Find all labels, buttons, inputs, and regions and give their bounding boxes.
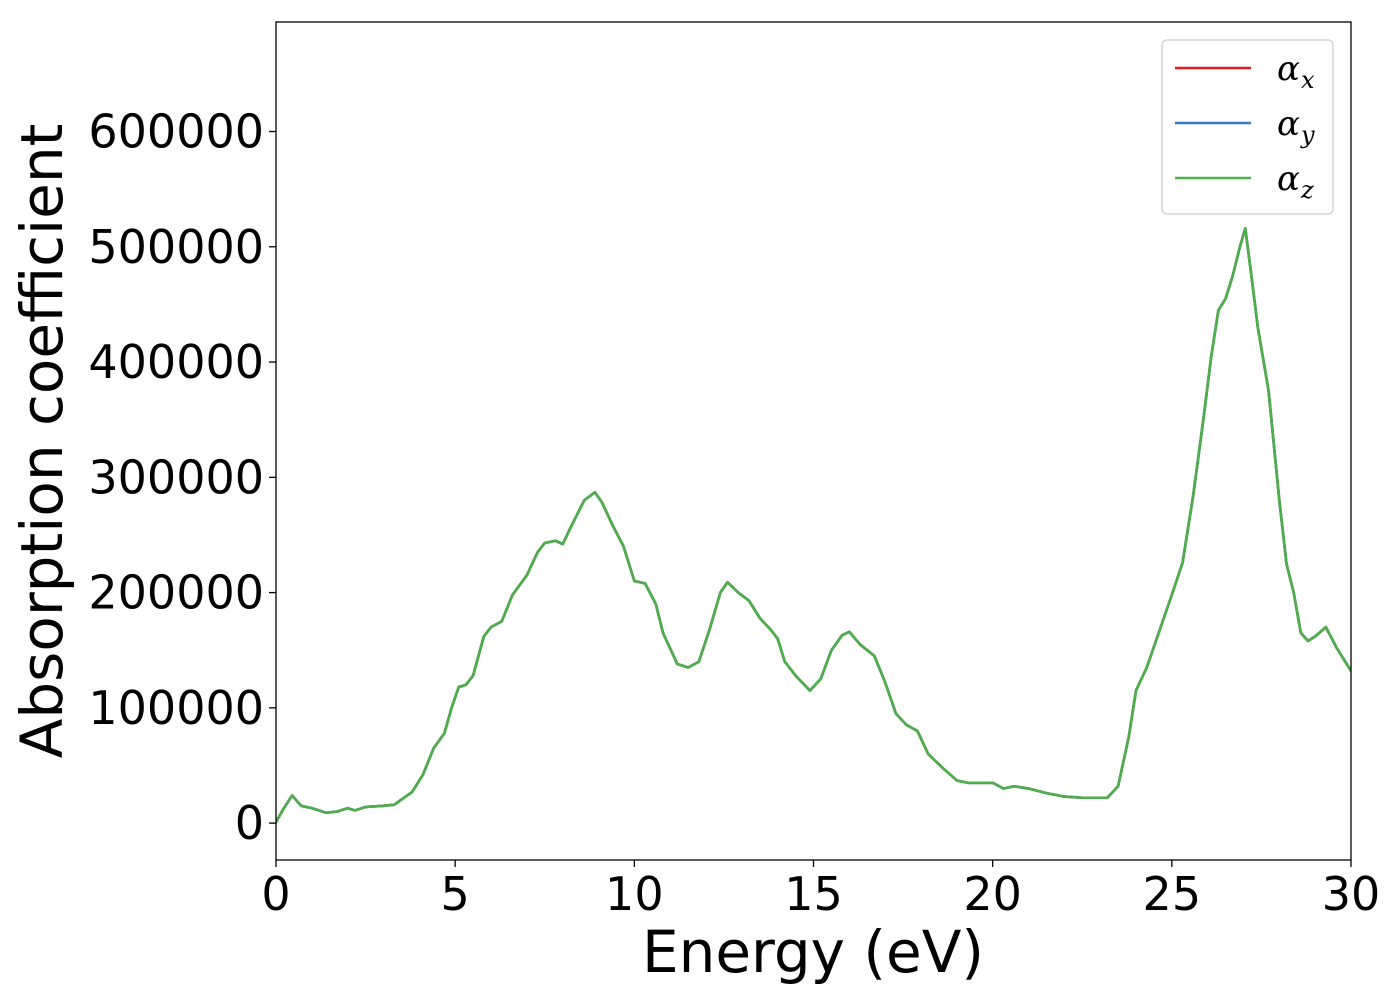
legend-symbol: α <box>1277 159 1300 199</box>
legend-symbol: α <box>1277 49 1300 89</box>
y-tick-label: 600000 <box>88 105 264 159</box>
legend-label-x: αx <box>1277 49 1315 94</box>
y-tick-label: 100000 <box>88 681 264 735</box>
legend-label-z: αz <box>1277 159 1314 204</box>
y-tick-label: 0 <box>235 796 264 850</box>
x-tick-label: 30 <box>1322 867 1381 921</box>
series-layer <box>276 227 1351 824</box>
legend-subscript: z <box>1300 176 1314 204</box>
x-axis-title: Energy (eV) <box>642 918 984 986</box>
x-tick-label: 25 <box>1143 867 1202 921</box>
legend-subscript: x <box>1301 66 1315 94</box>
legend-box <box>1161 39 1334 215</box>
x-axis: 0 5 10 15 20 25 30 <box>261 860 1380 921</box>
y-axis: 0 100000 200000 300000 400000 500000 600000 <box>88 105 276 850</box>
y-tick-label: 500000 <box>88 220 264 274</box>
y-tick-label: 300000 <box>88 450 264 504</box>
x-tick-label: 15 <box>784 867 843 921</box>
legend-label-y: αy <box>1277 104 1315 149</box>
y-tick-label: 200000 <box>88 566 264 620</box>
y-axis-title: Absorption coefficient <box>8 124 76 759</box>
y-tick-label: 400000 <box>88 335 264 389</box>
x-tick-label: 5 <box>441 867 470 921</box>
x-tick-label: 10 <box>605 867 664 921</box>
x-tick-label: 20 <box>963 867 1022 921</box>
series-line-z <box>276 227 1351 824</box>
x-tick-label: 0 <box>261 867 290 921</box>
legend-symbol: α <box>1277 104 1300 144</box>
legend-subscript: y <box>1300 121 1315 149</box>
